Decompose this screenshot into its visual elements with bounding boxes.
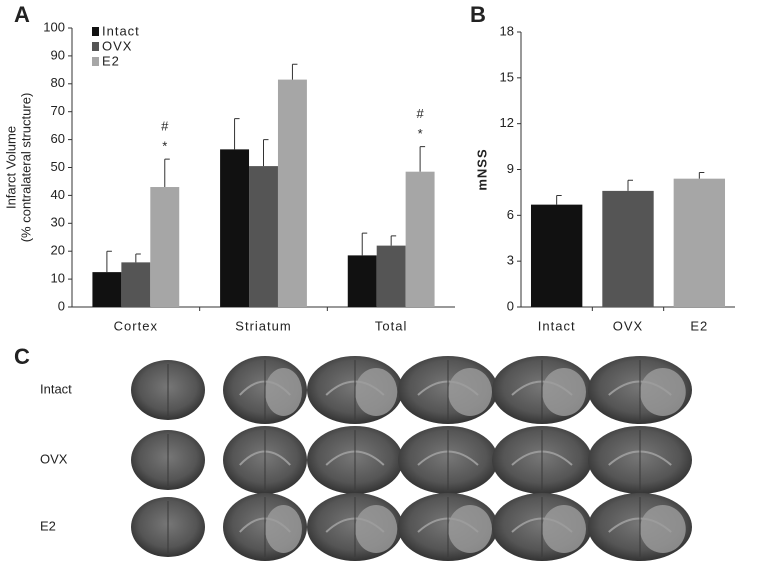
y-axis-label: mNSS [474,148,489,190]
y-tick-label: 9 [507,161,514,176]
bar [673,178,726,307]
y-tick-label: 20 [51,243,65,258]
error-bar [419,146,426,172]
infarct [355,505,398,553]
error-bar [361,232,368,256]
error-bar [234,118,240,150]
y-tick-label: 80 [51,75,65,90]
legend-swatch [92,57,99,66]
infarct [542,505,586,553]
significance-mark: # [161,119,169,134]
infarct [542,368,586,416]
bar [530,204,583,307]
error-bar [291,63,298,80]
error-bar [698,172,705,179]
bar [249,166,278,307]
error-bar [627,179,633,191]
legend-swatch [92,27,99,36]
infarct [265,368,302,416]
panel-label: B [470,2,486,27]
legend-label: E2 [102,53,120,68]
legend-label: OVX [102,38,132,53]
x-tick-label: Striatum [235,318,291,333]
significance-mark: * [162,139,167,154]
legend-swatch [92,42,99,51]
y-tick-label: 12 [500,115,514,130]
y-tick-label: 0 [507,298,514,313]
panel-label: C [14,344,30,369]
infarct [448,505,492,553]
y-tick-label: 6 [507,207,514,222]
bar [92,272,122,307]
y-tick-label: 15 [500,69,514,84]
y-tick-label: 50 [51,159,65,174]
x-tick-label: Total [375,318,407,333]
y-tick-label: 3 [507,253,514,268]
y-tick-label: 10 [51,271,65,286]
bar [347,255,377,307]
significance-mark: # [416,106,424,121]
y-tick-label: 70 [51,103,65,118]
x-tick-label: Cortex [114,318,158,333]
infarct [355,368,398,416]
infarct [448,368,492,416]
row-label: OVX [40,451,68,466]
y-axis-label: (% contralateral structure) [18,93,33,243]
y-axis-label: Infarct Volume [3,126,18,209]
infarct [265,505,302,553]
bar [405,171,435,307]
row-label: E2 [40,518,56,533]
error-bar [135,253,141,263]
bar [602,190,654,307]
y-tick-label: 0 [58,298,65,313]
bar [121,262,151,307]
infarct [640,505,686,553]
y-tick-label: 60 [51,131,65,146]
y-tick-label: 100 [43,19,65,34]
row-label: Intact [40,381,72,396]
y-tick-label: 90 [51,47,65,62]
bar [220,149,250,307]
legend-label: Intact [102,23,140,38]
error-bar [106,250,112,273]
error-bar [164,158,170,188]
x-tick-label: Intact [538,318,576,333]
x-tick-label: E2 [690,318,708,333]
infarct [640,368,686,416]
error-bar [390,235,397,246]
bar [150,187,180,307]
error-bar [263,139,269,167]
error-bar [556,194,562,205]
bar [277,79,307,308]
x-tick-label: OVX [613,318,643,333]
y-tick-label: 30 [51,215,65,230]
significance-mark: * [418,126,423,141]
panel-label: A [14,2,30,27]
y-tick-label: 18 [500,23,514,38]
bar [376,245,406,307]
y-tick-label: 40 [51,187,65,202]
